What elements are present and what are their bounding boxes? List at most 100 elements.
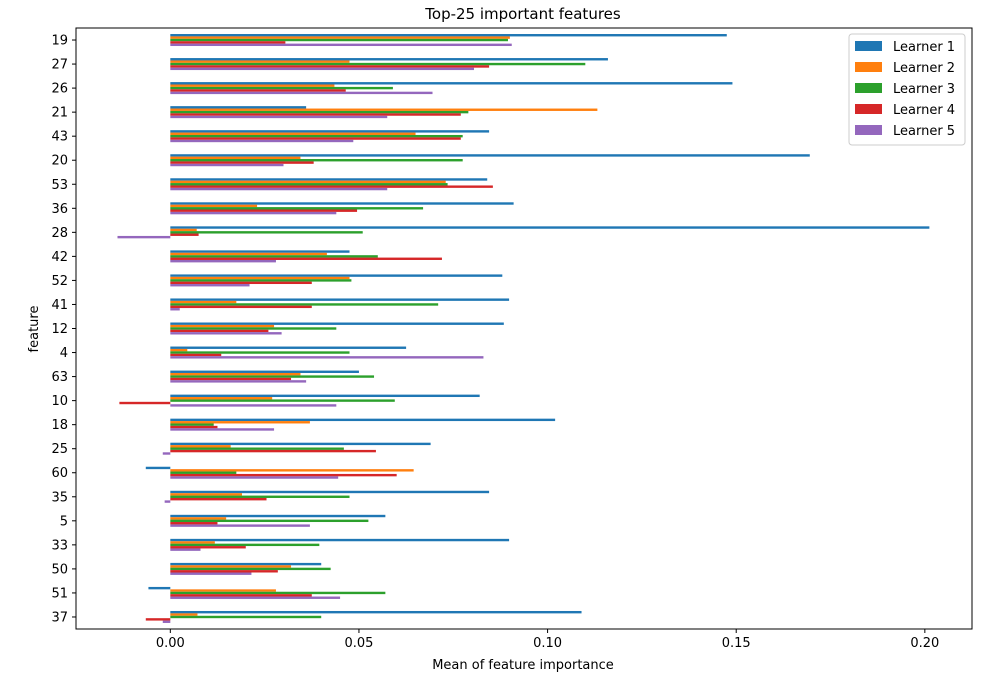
bar-feature-4-learner-4 xyxy=(170,353,222,357)
bar-feature-36-learner-2 xyxy=(170,204,258,208)
bar-feature-37-learner-2 xyxy=(170,613,198,616)
bar-feature-36-learner-3 xyxy=(170,207,424,210)
bar-feature-35-learner-1 xyxy=(170,490,490,494)
bar-feature-18-learner-4 xyxy=(170,425,218,429)
y-tick-label: 20 xyxy=(51,154,68,169)
bar-feature-27-learner-4 xyxy=(170,65,490,68)
bar-feature-26-learner-5 xyxy=(170,91,433,95)
y-tick-label: 10 xyxy=(51,394,68,409)
y-tick-label: 52 xyxy=(51,274,68,289)
bar-feature-51-learner-2 xyxy=(170,589,276,592)
bar-feature-21-learner-3 xyxy=(170,110,469,114)
bar-feature-20-learner-2 xyxy=(170,156,301,160)
bar-feature-33-learner-5 xyxy=(170,548,201,551)
bar-feature-33-learner-1 xyxy=(170,538,510,542)
bar-feature-28-learner-2 xyxy=(170,228,197,232)
bar-feature-5-learner-5 xyxy=(170,524,310,527)
bar-feature-42-learner-4 xyxy=(170,257,442,260)
x-tick-label: 0.10 xyxy=(533,636,562,651)
bar-feature-60-learner-3 xyxy=(170,471,237,474)
bar-feature-41-learner-3 xyxy=(170,303,439,306)
y-tick-label: 33 xyxy=(51,538,68,553)
bar-feature-10-learner-4 xyxy=(119,401,171,405)
y-tick-label: 35 xyxy=(51,490,68,505)
bar-feature-33-learner-3 xyxy=(170,543,320,547)
bar-feature-18-learner-3 xyxy=(170,423,214,426)
bar-feature-37-learner-3 xyxy=(170,615,322,619)
y-tick-label: 53 xyxy=(51,178,68,193)
y-tick-label: 42 xyxy=(51,250,68,265)
bar-feature-18-learner-5 xyxy=(170,428,275,431)
y-tick-label: 63 xyxy=(51,370,68,385)
bar-feature-12-learner-1 xyxy=(170,322,504,325)
bar-feature-26-learner-2 xyxy=(170,84,335,87)
bar-feature-43-learner-2 xyxy=(170,132,416,135)
bar-feature-50-learner-5 xyxy=(170,572,252,575)
bar-feature-20-learner-5 xyxy=(170,163,284,167)
bar-feature-60-learner-1 xyxy=(145,466,171,470)
legend-swatch-learner-3 xyxy=(855,83,882,93)
legend-box xyxy=(848,33,966,146)
bar-feature-28-learner-5 xyxy=(117,235,171,239)
bar-feature-43-learner-4 xyxy=(170,137,461,140)
bar-feature-27-learner-1 xyxy=(170,58,608,61)
bar-feature-4-learner-2 xyxy=(170,348,188,352)
bar-feature-50-learner-1 xyxy=(170,562,322,566)
bar-feature-52-learner-2 xyxy=(170,276,350,280)
bar-feature-21-learner-2 xyxy=(170,108,598,111)
bar-feature-41-learner-5 xyxy=(170,308,180,311)
bar-feature-53-learner-2 xyxy=(170,180,446,184)
bar-feature-18-learner-1 xyxy=(170,418,556,422)
bar-feature-26-learner-3 xyxy=(170,86,393,90)
bar-feature-63-learner-2 xyxy=(170,372,301,376)
y-tick-label: 27 xyxy=(51,58,68,73)
bar-feature-42-learner-1 xyxy=(170,250,350,253)
bar-feature-21-learner-1 xyxy=(170,106,307,109)
bar-feature-25-learner-5 xyxy=(162,452,171,455)
bar-feature-43-learner-3 xyxy=(170,134,463,138)
bar-feature-25-learner-1 xyxy=(170,442,431,446)
y-tick-label: 41 xyxy=(51,298,68,313)
y-axis-label: feature xyxy=(27,306,42,353)
bar-feature-53-learner-1 xyxy=(170,178,488,181)
y-tick-label: 43 xyxy=(51,130,68,145)
bar-feature-28-learner-3 xyxy=(170,231,363,234)
y-tick-label: 26 xyxy=(51,82,68,97)
bar-feature-21-learner-4 xyxy=(170,113,461,116)
bar-feature-33-learner-4 xyxy=(170,546,246,549)
bar-feature-41-learner-1 xyxy=(170,298,510,301)
bar-feature-52-learner-5 xyxy=(170,284,250,287)
legend-swatch-learner-4 xyxy=(855,104,882,114)
x-tick-label: 0.15 xyxy=(722,636,751,651)
chart-title: Top-25 important features xyxy=(424,5,621,23)
bar-feature-53-learner-4 xyxy=(170,185,493,188)
bar-feature-5-learner-3 xyxy=(170,519,369,523)
x-tick-label: 0.20 xyxy=(910,636,939,651)
bar-feature-19-learner-3 xyxy=(170,38,508,42)
x-axis-ticks: 0.00 0.05 0.10 0.15 0.20 xyxy=(156,629,939,651)
bar-feature-18-learner-2 xyxy=(170,421,310,424)
legend-label-learner-3: Learner 3 xyxy=(893,82,955,97)
bar-feature-19-learner-5 xyxy=(170,43,512,47)
bar-feature-35-learner-2 xyxy=(170,493,242,496)
bar-feature-63-learner-1 xyxy=(170,370,359,373)
bar-feature-41-learner-4 xyxy=(170,305,312,309)
bar-feature-33-learner-2 xyxy=(170,541,215,544)
bar-feature-60-learner-4 xyxy=(170,473,397,477)
bar-feature-42-learner-2 xyxy=(170,252,327,256)
legend-swatch-learner-2 xyxy=(855,62,882,72)
bar-feature-52-learner-4 xyxy=(170,281,312,285)
y-tick-label: 50 xyxy=(51,562,68,577)
bar-feature-25-learner-3 xyxy=(170,447,344,450)
bar-feature-50-learner-3 xyxy=(170,567,331,571)
y-tick-label: 18 xyxy=(51,418,68,433)
bar-feature-12-learner-5 xyxy=(170,332,282,335)
y-tick-label: 12 xyxy=(51,322,68,337)
bar-feature-36-learner-5 xyxy=(170,211,337,215)
bar-feature-10-learner-2 xyxy=(170,397,273,400)
bar-feature-60-learner-5 xyxy=(170,476,339,479)
bar-feature-35-learner-5 xyxy=(164,500,171,503)
bar-feature-19-learner-1 xyxy=(170,34,727,37)
bar-feature-27-learner-2 xyxy=(170,60,350,63)
bar-feature-35-learner-4 xyxy=(170,497,267,501)
